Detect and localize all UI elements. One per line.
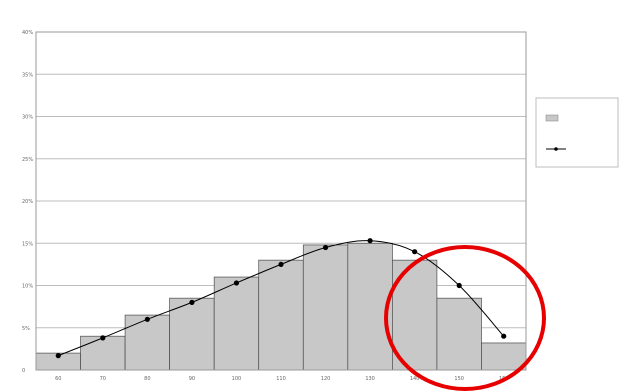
bar [436, 297, 482, 371]
line-point [501, 333, 507, 339]
y-axis-tick-labels: 0 5% 10% 15% 20% 25% 30% 35% 40% [22, 30, 33, 374]
x-tick-label: 120 [321, 376, 331, 382]
legend [535, 97, 619, 168]
legend-bar-swatch [545, 114, 559, 122]
x-tick-label: 80 [144, 376, 150, 382]
line-point [189, 299, 195, 305]
x-tick-label: 70 [100, 376, 106, 382]
y-tick-label: 5% [22, 326, 30, 332]
x-tick-label: 130 [365, 376, 375, 382]
bar [258, 259, 304, 371]
bar [80, 335, 126, 371]
x-tick-label: 60 [55, 376, 61, 382]
y-tick-label: 40% [22, 30, 33, 36]
y-tick-label: 35% [22, 72, 33, 78]
line-point [144, 316, 150, 322]
y-tick-label: 10% [22, 284, 33, 290]
x-tick-label: 150 [454, 376, 464, 382]
x-axis-tick-labels: 60 70 80 90 100 110 120 130 140 150 160 [55, 376, 508, 382]
bar [302, 244, 349, 371]
x-tick-label: 100 [232, 376, 242, 382]
annotation-circle [384, 245, 546, 391]
line-point [233, 280, 240, 286]
y-tick-label: 30% [22, 115, 33, 121]
gridlines [36, 73, 526, 329]
bar [213, 276, 260, 371]
line-point [100, 335, 106, 341]
y-tick-label: 15% [22, 241, 33, 247]
plot-area-frame [35, 31, 527, 371]
line-point [456, 282, 462, 289]
y-tick-label: 0 [22, 368, 25, 374]
legend-box [535, 97, 619, 168]
line-point [278, 261, 284, 267]
x-tick-label: 140 [410, 376, 420, 382]
bar [481, 342, 527, 371]
line-series [55, 238, 507, 359]
x-tick-label: 90 [189, 376, 195, 382]
bar [124, 314, 170, 371]
line-point [55, 353, 61, 359]
bar [347, 242, 393, 371]
line-point [412, 249, 418, 255]
y-tick-label: 20% [22, 199, 33, 205]
y-tick-label: 25% [22, 157, 33, 163]
line-point [367, 238, 373, 244]
legend-line-marker [554, 147, 558, 151]
x-tick-label: 110 [276, 376, 286, 382]
line-point [322, 244, 329, 251]
